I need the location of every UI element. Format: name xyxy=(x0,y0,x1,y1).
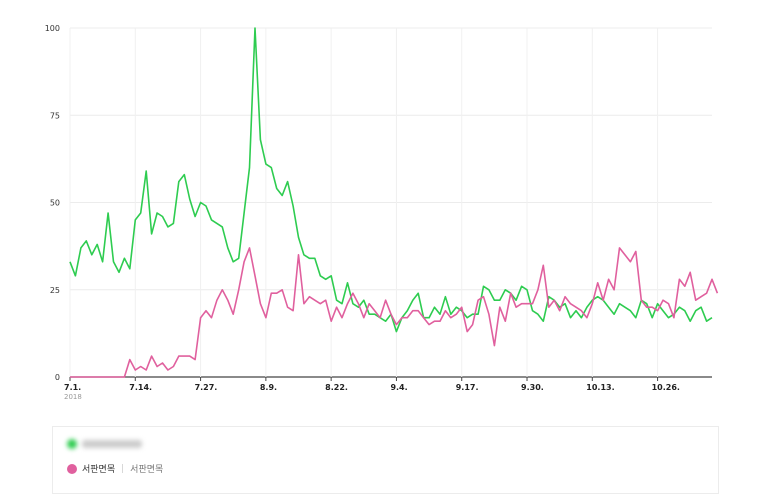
x-tick-label: 9.17. xyxy=(456,383,479,392)
y-tick-label: 25 xyxy=(50,286,60,295)
legend-label: 서판면목 xyxy=(82,465,116,475)
series-line-1 xyxy=(69,27,713,333)
x-tick-label: 9.30. xyxy=(521,383,544,392)
x-tick-label: 8.9. xyxy=(260,383,277,392)
x-tick-label: 7.27. xyxy=(195,383,218,392)
x-tick-label: 8.22. xyxy=(325,383,348,392)
legend-green-dot xyxy=(67,439,77,449)
legend-item-blurred[interactable] xyxy=(67,439,142,449)
x-tick-label: 7.1. xyxy=(64,383,81,392)
y-tick-label: 0 xyxy=(55,373,60,382)
y-tick-label: 50 xyxy=(50,199,60,208)
legend-blurred-label xyxy=(82,440,142,448)
y-tick-label: 75 xyxy=(50,111,60,120)
x-tick-sublabel: 2018 xyxy=(64,393,82,401)
legend-separator: | xyxy=(121,463,125,474)
legend-item-pink[interactable]: 서판면목 | 서판면목 xyxy=(67,462,163,475)
y-tick-label: 100 xyxy=(45,24,60,33)
x-tick-label: 10.13. xyxy=(586,383,614,392)
x-tick-label: 10.26. xyxy=(652,383,680,392)
legend-sublabel: 서판면목 xyxy=(130,465,164,475)
x-tick-label: 9.4. xyxy=(390,383,407,392)
line-chart: 0 25 50 75 100 7.1.2018 7.14. 7.27. 8.9. 8.22. 9.4… xyxy=(45,24,719,401)
legend-pink-dot xyxy=(67,463,77,474)
x-tick-label: 7.14. xyxy=(129,383,152,392)
series-line-2 xyxy=(70,247,719,378)
chart-legend: 서판면목 | 서판면목 xyxy=(52,426,719,494)
